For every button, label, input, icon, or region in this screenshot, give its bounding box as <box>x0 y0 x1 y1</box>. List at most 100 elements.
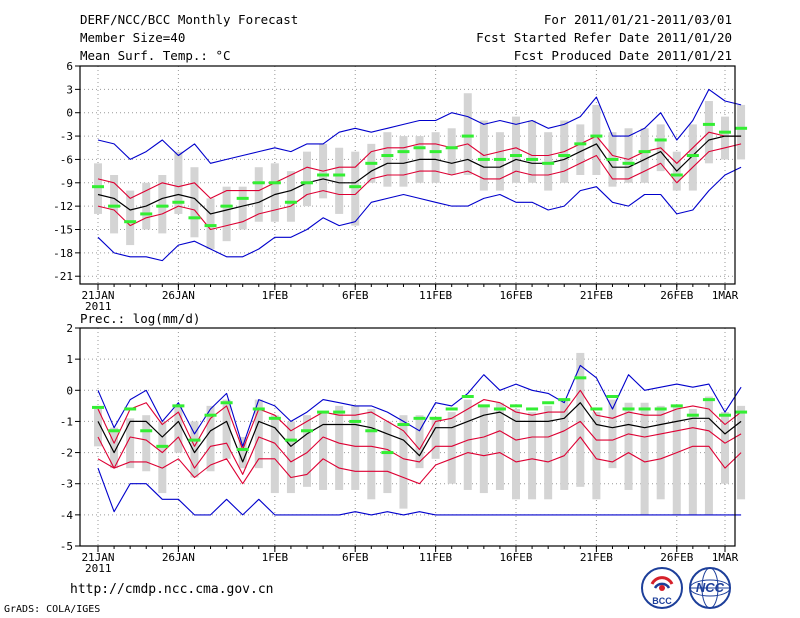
temp-y-tick-label: -9 <box>60 177 73 190</box>
prec-x-tick-label: 1MAR <box>712 551 739 564</box>
temp-spread-box <box>383 132 392 187</box>
temp-spread-box <box>737 104 746 160</box>
temp-spread-box <box>94 163 102 214</box>
temp-member-mark <box>477 157 490 161</box>
temp-spread-box <box>463 93 472 175</box>
temp-member-mark <box>268 181 281 185</box>
temp-member-mark <box>156 204 169 208</box>
prec-y-tick-label: -1 <box>60 415 73 428</box>
prec-spread-box <box>222 399 231 459</box>
temp-member-mark <box>606 157 619 161</box>
temp-member-mark <box>204 224 217 228</box>
prec-spread-box <box>495 402 504 490</box>
prec-member-mark <box>252 407 265 411</box>
prec-spread-box <box>270 415 279 494</box>
temp-member-mark <box>317 173 330 177</box>
temp-spread-box <box>303 151 311 207</box>
prec-spread-box <box>592 412 601 500</box>
prec-spread-box <box>528 412 537 500</box>
temp-x-tick-label: 26JAN <box>162 289 195 302</box>
temp-spread-box <box>592 104 601 175</box>
temp-member-mark <box>301 181 313 185</box>
website-url[interactable]: http://cmdp.ncc.cma.gov.cn <box>70 582 274 597</box>
prec-member-mark <box>622 407 635 411</box>
temp-member-mark <box>397 150 410 154</box>
temp-member-mark <box>702 122 715 126</box>
prec-member-mark <box>236 447 249 451</box>
prec-spread-box <box>174 405 183 453</box>
temp-x-tick-label: 16FEB <box>499 289 532 302</box>
prec-spread-box <box>463 399 472 490</box>
temp-spread-box <box>158 175 167 234</box>
prec-member-mark <box>477 404 490 408</box>
chart-title: DERF/NCC/BCC Monthly Forecast <box>80 12 299 27</box>
temp-member-mark <box>124 220 137 224</box>
prec-y-tick-label: -2 <box>60 447 73 460</box>
temp-member-mark <box>493 157 506 161</box>
temp-member-mark <box>526 157 539 161</box>
prec-member-mark <box>413 416 426 420</box>
temp-member-mark <box>172 200 185 204</box>
temp-spread-box <box>721 116 729 160</box>
temp-spread-box <box>126 190 135 246</box>
temp-x-tick-label: 1MAR <box>712 289 739 302</box>
temp-spread-box <box>238 186 247 230</box>
ncc-logo: NCC <box>689 567 731 609</box>
prec-spread-box <box>737 405 746 500</box>
temp-upper-line <box>97 131 742 199</box>
temp-member-mark <box>670 173 683 177</box>
prec-y-tick-label: -4 <box>60 509 74 522</box>
prec-spread-box <box>721 412 729 484</box>
prec-member-mark <box>204 413 217 417</box>
prec-x-tick-label: 21FEB <box>580 551 613 564</box>
temp-member-mark <box>719 130 731 134</box>
prec-member-mark <box>365 429 378 433</box>
prec-y-tick-label: 2 <box>66 322 73 335</box>
prec-min-line <box>97 467 742 516</box>
prec-spread-box <box>94 408 102 447</box>
temp-lower-line <box>97 143 742 231</box>
temp-spread-box <box>431 132 440 183</box>
temp-spread-box <box>544 132 553 191</box>
prec-member-mark <box>654 407 667 411</box>
temp-y-tick-label: -6 <box>60 153 73 166</box>
temp-member-mark <box>108 204 121 208</box>
temp-y-tick-label: 6 <box>66 60 73 73</box>
prec-spread-box <box>560 399 569 490</box>
temp-spread-box <box>399 136 408 187</box>
prec-member-mark <box>574 376 587 380</box>
forecast-started: Fcst Started Refer Date 2011/01/20 <box>476 30 732 45</box>
temp-spread-box <box>254 167 263 222</box>
prec-spread-box <box>206 405 215 472</box>
prec-spread-box <box>319 412 328 490</box>
temp-x-tick-label: 21FEB <box>580 289 613 302</box>
temp-member-mark <box>236 196 249 200</box>
prec-spread-box <box>126 418 135 469</box>
temp-y-tick-label: 3 <box>66 83 73 96</box>
prec-spread-box <box>512 408 520 500</box>
prec-x-tick-label: 26FEB <box>660 551 693 564</box>
temp-spread-box <box>190 167 199 238</box>
temp-y-tick-label: -12 <box>53 200 73 213</box>
temp-max-line <box>97 88 742 164</box>
prec-spread-box <box>656 405 665 500</box>
prec-member-mark <box>445 407 458 411</box>
temp-x-tick-label: 26FEB <box>660 289 693 302</box>
prec-x-tick-label: 6FEB <box>342 551 369 564</box>
prec-member-mark <box>220 401 233 405</box>
temp-spread-box <box>110 175 119 234</box>
prec-spread-box <box>704 396 713 515</box>
prec-member-mark <box>702 398 715 402</box>
temp-member-mark <box>590 134 603 138</box>
prec-member-mark <box>188 438 201 442</box>
prec-member-mark <box>719 413 731 417</box>
temp-member-mark <box>188 216 201 220</box>
temp-spread-box <box>222 186 231 242</box>
prec-y-tick-label: 1 <box>66 353 73 366</box>
bcc-logo: BCC <box>641 567 683 609</box>
prec-member-mark <box>461 395 474 399</box>
temp-member-mark <box>220 204 233 208</box>
temp-spread-box <box>528 120 537 183</box>
prec-y-tick-label: -5 <box>60 540 73 553</box>
